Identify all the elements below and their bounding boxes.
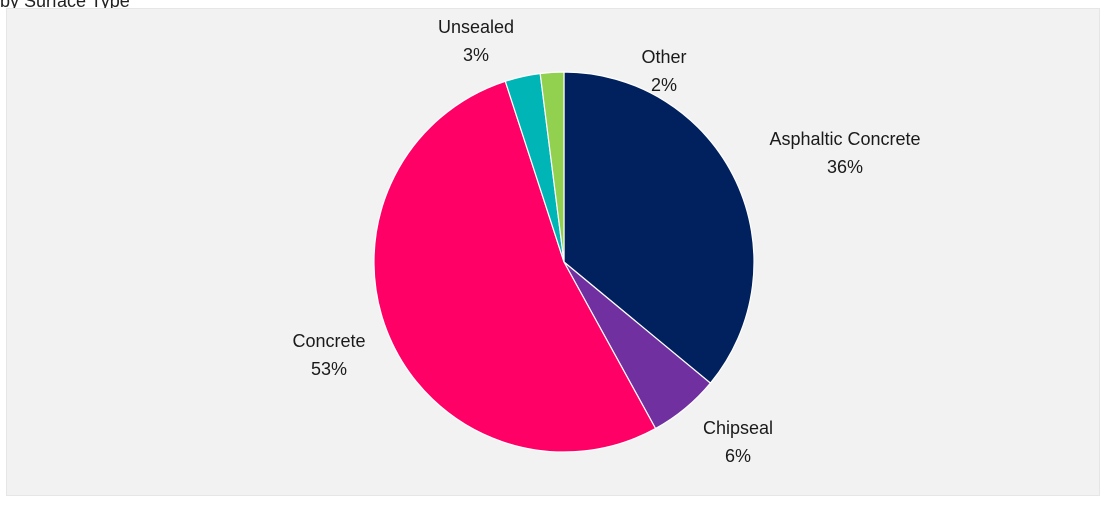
slice-label-name: Concrete — [292, 331, 365, 351]
slice-label-percent: 2% — [651, 75, 677, 95]
slice-label-name: Chipseal — [703, 418, 773, 438]
slice-label-name: Unsealed — [438, 17, 514, 37]
slice-label-percent: 6% — [725, 446, 751, 466]
slice-label-percent: 53% — [311, 359, 347, 379]
slice-label-name: Asphaltic Concrete — [769, 129, 920, 149]
slice-label-percent: 36% — [827, 157, 863, 177]
pie-slices — [374, 72, 754, 452]
slice-label-name: Other — [641, 47, 686, 67]
slice-label-percent: 3% — [463, 45, 489, 65]
